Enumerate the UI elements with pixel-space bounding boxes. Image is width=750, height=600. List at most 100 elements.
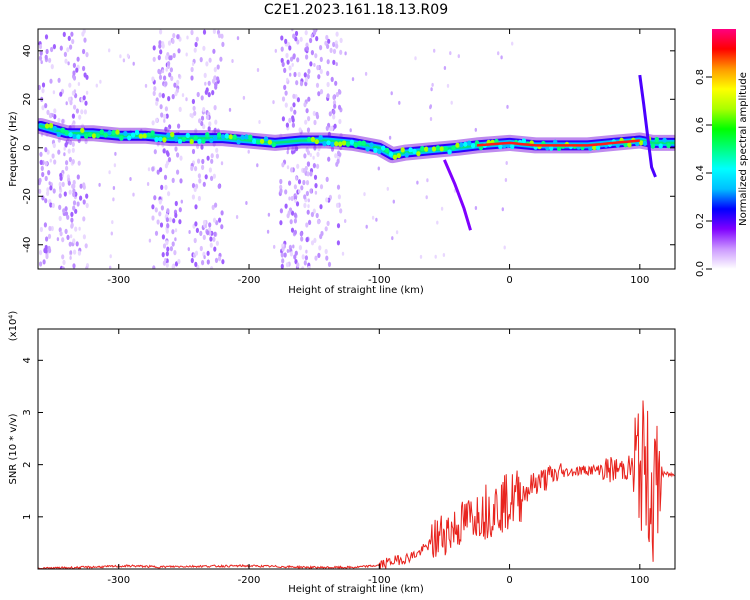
noise-speck [38,177,42,183]
noise-speck [272,100,275,105]
noise-speck [72,75,77,81]
noise-speck [41,82,46,88]
noise-speck [501,207,504,212]
noise-speck [146,182,150,186]
noise-speck [297,71,301,78]
noise-speck [191,98,195,105]
noise-speck [431,82,434,87]
ridge-blob [638,140,644,146]
noise-speck [325,197,329,203]
noise-speck [212,48,216,54]
noise-speck [299,36,303,42]
noise-speck [318,245,322,251]
noise-speck [280,252,284,258]
noise-speck [434,254,437,259]
noise-speck [153,86,157,92]
noise-speck [153,149,157,155]
noise-speck [304,255,308,261]
noise-speck [178,73,181,78]
noise-speck [337,104,342,110]
noise-speck [59,45,63,51]
noise-speck [500,55,503,60]
colorbar-tick-label: 0.4 [695,165,706,181]
noise-speck [44,34,49,40]
noise-speck [195,227,199,233]
x-tick-label: -300 [107,575,130,586]
noise-speck [44,161,48,167]
noise-speck [58,181,62,187]
noise-speck [325,125,329,131]
noise-speck [303,194,307,200]
noise-speck [294,30,299,37]
ridge-blob [447,149,452,155]
noise-speck [290,167,294,173]
ridge-blob [252,138,257,144]
noise-speck [71,147,75,153]
noise-speck [450,100,453,105]
noise-speck [325,176,329,182]
noise-speck [242,95,246,100]
noise-speck [44,147,48,153]
noise-speck [160,184,164,190]
ridge-blob [127,135,132,141]
noise-speck [42,259,46,265]
noise-speck [279,188,283,194]
noise-speck [326,70,330,76]
ridge-blob [111,129,116,136]
noise-speck [178,207,182,213]
noise-speck [327,261,332,267]
noise-speck [281,116,285,122]
noise-speck [162,243,167,249]
noise-speck [206,259,210,265]
ridge-blob [384,147,390,153]
x-tick-label: 100 [630,575,649,586]
noise-speck [201,164,205,170]
noise-speck [168,72,172,78]
ridge-blob [650,143,656,149]
noise-speck [337,194,341,200]
noise-speck [177,48,181,54]
noise-speck [208,57,212,63]
ridge-blob [373,147,378,153]
noise-speck [85,266,89,269]
noise-speck [67,180,71,186]
noise-speck [315,212,319,219]
y-tick-label: 40 [22,44,33,57]
noise-speck [68,156,72,163]
noise-speck [160,205,164,211]
noise-speck [64,206,68,212]
noise-speck [395,230,399,235]
noise-speck [266,229,270,234]
noise-speck [292,33,296,39]
noise-speck [45,48,49,55]
noise-speck [304,119,308,125]
noise-speck [202,29,207,35]
noise-speck [48,57,52,63]
noise-speck [68,189,72,195]
noise-speck [312,155,315,160]
noise-speck [457,54,460,59]
noise-speck [69,100,73,106]
noise-speck [47,245,51,251]
noise-speck [204,81,207,86]
ridge-blob [334,141,339,147]
noise-speck [57,117,61,123]
ridge-blob [463,141,468,147]
noise-speck [176,152,180,158]
noise-speck [179,178,183,184]
ridge-blob [115,129,120,135]
ridge-blob [170,131,175,138]
ridge-blob [158,136,163,142]
noise-speck [48,181,51,186]
noise-speck [258,120,261,124]
noise-speck [176,34,180,40]
noise-speck [307,265,311,269]
noise-speck [332,114,336,120]
noise-speck [210,153,214,159]
noise-speck [43,222,48,228]
noise-speck [293,71,297,78]
noise-speck [335,43,339,49]
noise-speck [349,128,352,133]
x-tick-label: -100 [368,275,391,286]
noise-speck [220,161,224,166]
